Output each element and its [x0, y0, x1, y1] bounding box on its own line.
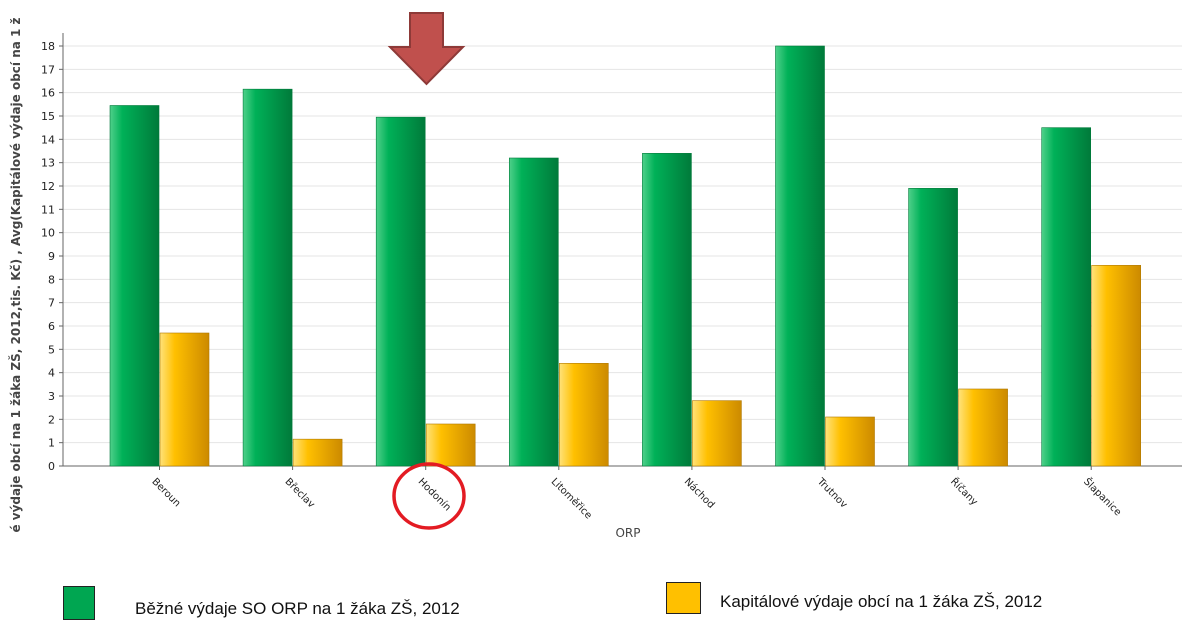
- bar-bezne-4: [642, 153, 692, 467]
- bar-kapitalove-2: [425, 423, 476, 467]
- y-tick-label-10: 10: [41, 227, 55, 240]
- grid-lines: [63, 45, 1182, 467]
- bar-bezne-6: [908, 188, 958, 467]
- x-tick-label-2: Hodonín: [416, 476, 454, 514]
- highlight-circle: [392, 462, 466, 530]
- highlight-markers: [387, 12, 466, 530]
- y-tick-label-1: 1: [48, 437, 55, 450]
- x-tick-label-6: Říčany: [948, 475, 981, 508]
- legend-label-series-1: Běžné výdaje SO ORP na 1 žáka ZŠ, 2012: [135, 599, 460, 618]
- x-tick-label-5: Trutnov: [814, 476, 849, 511]
- bar-bezne-2: [375, 116, 426, 467]
- bar-bezne-0: [109, 105, 160, 467]
- bar-kapitalove-0: [159, 332, 210, 467]
- y-axis-label: é výdaje obcí na 1 žáka ZŠ, 2012,tis. Kč…: [8, 17, 23, 532]
- bar-kapitalove-1: [292, 438, 343, 467]
- bar-bezne-7: [1041, 127, 1091, 467]
- y-tick-label-11: 11: [41, 203, 55, 216]
- y-tick-label-18: 18: [41, 40, 55, 53]
- x-axis-label: ORP: [615, 526, 640, 540]
- y-tick-label-14: 14: [41, 133, 55, 146]
- bar-kapitalove-4: [692, 400, 742, 467]
- legend-swatch-series-1: [63, 586, 95, 620]
- x-tick-label-3: Litoměřice: [549, 476, 595, 522]
- y-tick-label-9: 9: [48, 250, 55, 263]
- x-tick-label-1: Břeclav: [282, 476, 317, 511]
- legend-swatch-series-2: [666, 582, 701, 614]
- bar-kapitalove-6: [958, 388, 1008, 467]
- y-tick-label-0: 0: [48, 460, 55, 473]
- y-tick-label-15: 15: [41, 110, 55, 123]
- axes: [59, 33, 1182, 470]
- y-tick-label-3: 3: [48, 390, 55, 403]
- y-tick-label-7: 7: [48, 297, 55, 310]
- y-tick-label-5: 5: [48, 343, 55, 356]
- legend-label-series-2: Kapitálové výdaje obcí na 1 žáka ZŠ, 201…: [720, 592, 1043, 611]
- y-tick-label-12: 12: [41, 180, 55, 193]
- x-tick-label-7: Šlapanice: [1081, 475, 1124, 518]
- highlight-arrow: [387, 12, 466, 86]
- y-tick-label-2: 2: [48, 413, 55, 426]
- bar-kapitalove-3: [558, 363, 609, 467]
- y-tick-label-13: 13: [41, 157, 55, 170]
- y-tick-label-6: 6: [48, 320, 55, 333]
- y-tick-label-8: 8: [48, 273, 55, 286]
- bar-kapitalove-7: [1091, 265, 1141, 467]
- bars: [109, 45, 1141, 467]
- y-tick-label-16: 16: [41, 87, 55, 100]
- bar-bezne-1: [242, 88, 293, 467]
- y-tick-label-4: 4: [48, 367, 55, 380]
- bar-bezne-3: [508, 157, 559, 467]
- x-tick-label-0: Beroun: [149, 476, 182, 509]
- y-tick-label-17: 17: [41, 63, 55, 76]
- x-tick-label-4: Náchod: [682, 476, 717, 511]
- bar-kapitalove-5: [825, 416, 875, 467]
- bar-bezne-5: [775, 45, 825, 467]
